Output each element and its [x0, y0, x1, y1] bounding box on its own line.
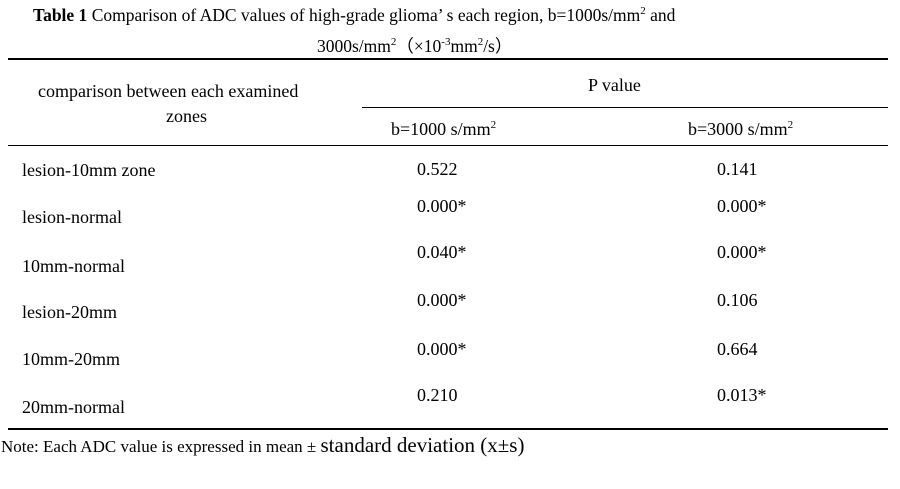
header-comparison-line2: zones: [166, 106, 207, 126]
caption-text: Comparison of ADC values of high-grade g…: [91, 5, 641, 25]
table-label: Table 1: [33, 5, 88, 25]
header-group-rule: [362, 107, 888, 108]
table-top-rule: [8, 58, 888, 60]
row-5-p3000: 0.664: [717, 339, 758, 359]
table-caption-line1: Table 1 Comparison of ADC values of high…: [33, 5, 675, 26]
row-2-p1000: 0.000*: [417, 196, 467, 216]
caption-scale-unit: mm: [450, 36, 478, 56]
table-caption-line2: 3000s/mm2（×10-3mm2/s）: [317, 33, 512, 58]
table-note: Note: Each ADC value is expressed in mea…: [1, 433, 524, 458]
row-3-p3000: 0.000*: [717, 242, 767, 262]
table-bottom-rule: [8, 428, 888, 430]
header-b1000: b=1000 s/mm2: [391, 119, 496, 140]
row-5-p1000: 0.000*: [417, 339, 467, 359]
caption-unit: 3000s/mm: [317, 36, 391, 56]
note-prefix: Note: Each ADC value is expressed in mea…: [1, 437, 321, 456]
header-b1000-sup: 2: [490, 119, 497, 131]
row-6-p3000: 0.013*: [717, 385, 767, 405]
row-1-comparison: lesion-10mm zone: [22, 160, 156, 180]
header-b3000-sup: 2: [787, 119, 794, 131]
row-6-comparison: 20mm-normal: [22, 397, 125, 417]
row-2-p3000: 0.000*: [717, 196, 767, 216]
note-suffix: standard deviation (x±s): [320, 433, 525, 457]
row-4-p1000: 0.000*: [417, 290, 467, 310]
caption-scale-unit-sup: 2: [477, 36, 484, 49]
caption-scale-end: /s）: [483, 36, 513, 56]
caption-scale: （×10: [396, 36, 442, 56]
row-2-comparison: lesion-normal: [22, 207, 122, 227]
row-3-p1000: 0.040*: [417, 242, 467, 262]
header-p-value: P value: [588, 75, 641, 95]
row-1-p1000: 0.522: [417, 159, 458, 179]
caption-unit-sup: 2: [390, 36, 397, 49]
header-b3000-label: b=3000 s/mm: [688, 119, 788, 139]
header-comparison-line1: comparison between each examined: [38, 81, 299, 101]
table-header-rule: [8, 145, 888, 146]
caption-scale-exp: -3: [441, 36, 451, 49]
caption-superscript: 2: [640, 5, 646, 18]
row-4-comparison: lesion-20mm: [22, 302, 117, 322]
row-4-p3000: 0.106: [717, 290, 758, 310]
row-5-comparison: 10mm-20mm: [22, 349, 120, 369]
header-b3000: b=3000 s/mm2: [688, 119, 793, 140]
row-1-p3000: 0.141: [717, 159, 758, 179]
header-b1000-label: b=1000 s/mm: [391, 119, 491, 139]
caption-text-end: and: [645, 5, 676, 25]
row-3-comparison: 10mm-normal: [22, 256, 125, 276]
row-6-p1000: 0.210: [417, 385, 458, 405]
